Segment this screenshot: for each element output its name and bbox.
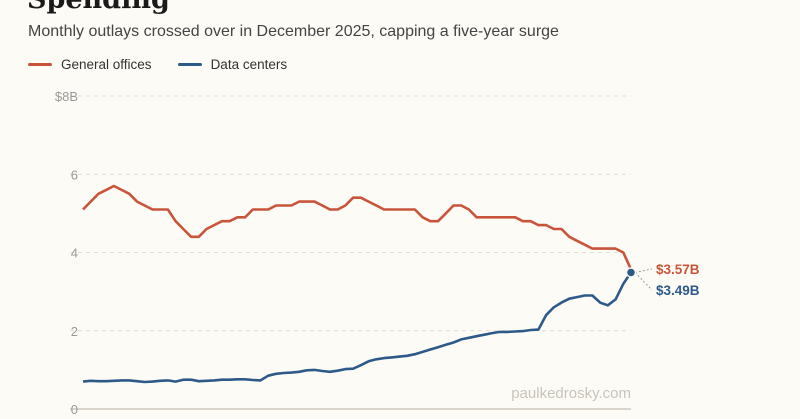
y-tick-label: 4 <box>71 246 78 261</box>
crossover-point <box>625 267 637 278</box>
series-line-data-centers <box>82 271 633 384</box>
leader-line <box>634 272 653 291</box>
legend-label: General offices <box>61 57 152 72</box>
y-tick-label: $8B <box>55 89 78 104</box>
legend-item-data-centers: Data centers <box>177 57 288 72</box>
leader-line <box>634 268 653 273</box>
end-value-label: $3.57B <box>656 262 700 277</box>
chart-title: Spending <box>27 0 170 15</box>
chart-subtitle: Monthly outlays crossed over in December… <box>28 23 559 40</box>
legend-swatch <box>177 63 202 66</box>
legend-label: Data centers <box>210 57 288 72</box>
series-line-general-offices <box>82 184 633 270</box>
watermark: paulkedrosky.com <box>511 385 631 402</box>
y-tick-label: 6 <box>71 167 78 182</box>
legend: General offices Data centers <box>28 57 287 72</box>
legend-item-general-offices: General offices <box>28 57 152 72</box>
y-tick-label: 0 <box>71 402 78 417</box>
y-tick-label: 2 <box>71 324 78 339</box>
end-value-label: $3.49B <box>656 283 700 298</box>
legend-swatch <box>28 63 52 66</box>
